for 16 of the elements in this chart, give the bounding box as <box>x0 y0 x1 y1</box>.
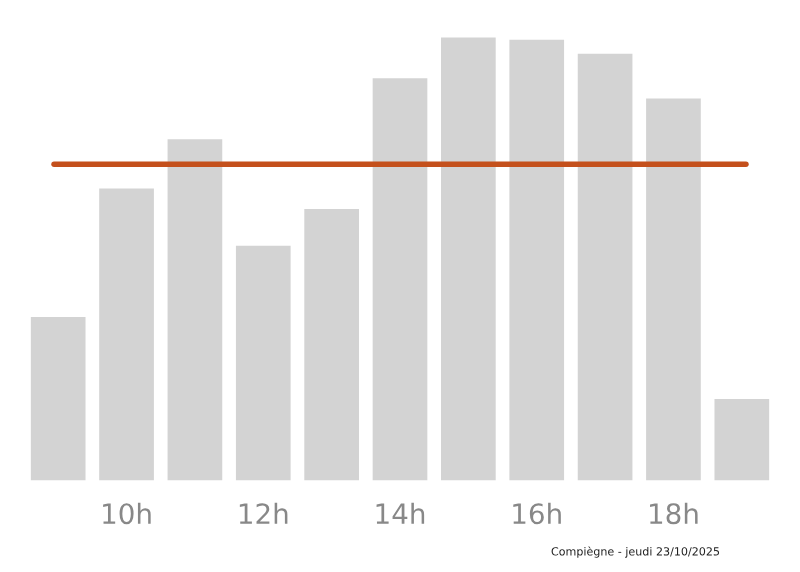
bar <box>372 78 428 481</box>
x-tick-label: 16h <box>513 502 561 525</box>
bar <box>441 37 496 481</box>
x-tick-label: 18h <box>650 502 698 525</box>
bar <box>577 53 633 481</box>
bar <box>646 98 701 481</box>
bar <box>509 39 565 481</box>
bar <box>304 208 359 481</box>
bar <box>167 139 223 481</box>
bar <box>99 188 154 481</box>
x-tick-label: 12h <box>239 502 288 524</box>
bar <box>714 398 770 481</box>
bar <box>30 317 86 481</box>
bar <box>235 245 291 481</box>
x-tick-label: 10h <box>103 502 151 525</box>
x-tick-label: 14h <box>376 502 425 524</box>
